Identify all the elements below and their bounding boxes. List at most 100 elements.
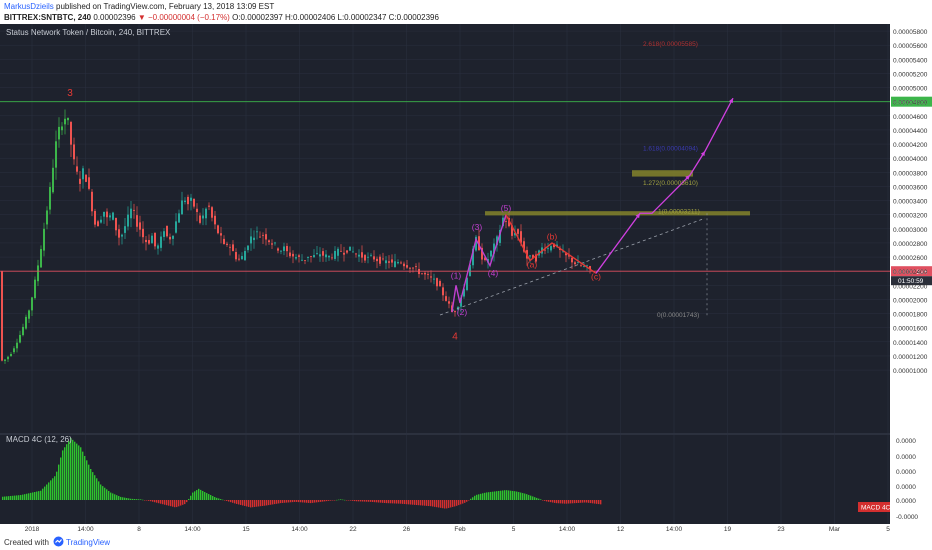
macd-bar	[170, 500, 172, 507]
macd-bar	[554, 500, 556, 503]
macd-bar	[292, 500, 294, 503]
macd-bar	[44, 486, 46, 500]
macd-bar	[162, 500, 164, 505]
tradingview-logo-icon	[53, 536, 64, 547]
macd-bar	[310, 500, 312, 504]
candle-body	[28, 310, 30, 319]
macd-bar	[226, 500, 228, 501]
projection-path	[595, 97, 734, 274]
candle-body	[283, 246, 285, 251]
candle-body	[202, 215, 204, 219]
candle-body	[169, 236, 171, 240]
macd-bar	[290, 500, 292, 503]
macd-bar	[472, 497, 474, 500]
macd-bar	[352, 500, 354, 501]
macd-bar	[570, 500, 572, 504]
macd-bar	[220, 499, 222, 500]
time-tick-label: 14:00	[77, 526, 94, 533]
candle-body	[253, 237, 255, 241]
price-tick-label: 0.00001600	[893, 326, 928, 333]
wave-label: (b)	[547, 231, 558, 241]
macd-bar	[444, 500, 446, 509]
candle-body	[583, 266, 585, 267]
macd-bar	[434, 500, 436, 507]
price-level-badge	[891, 266, 932, 277]
candle-body	[148, 240, 150, 244]
macd-bar	[306, 500, 308, 503]
fib-labels: 2.618(0.00005585) 1.618(0.00004094) 1.272(…	[643, 41, 700, 319]
candle-body	[343, 252, 345, 255]
trend-line	[439, 217, 706, 316]
macd-bar	[108, 490, 110, 500]
candle-body	[334, 250, 336, 259]
time-tick-label: 14:00	[559, 526, 576, 533]
macd-bar	[386, 500, 388, 504]
macd-bar	[152, 500, 154, 502]
candle-body	[226, 243, 228, 245]
price-tick-label: 0.00005600	[893, 43, 928, 50]
author-link[interactable]: MarkusDzieils	[4, 2, 54, 11]
candle-body	[532, 255, 534, 259]
price-tick-label: 0.00004800	[893, 100, 928, 107]
macd-pane[interactable]	[0, 434, 890, 524]
macd-bar	[480, 493, 482, 500]
candle-body	[208, 205, 210, 207]
macd-bar	[302, 500, 304, 503]
candle-body	[298, 255, 300, 257]
macd-bar	[476, 494, 478, 500]
macd-bar	[262, 500, 264, 506]
candle-body	[544, 249, 546, 251]
macd-tick-label: -0.0000	[896, 514, 918, 521]
wave-drawings	[439, 97, 734, 318]
macd-bar	[244, 500, 246, 506]
macd-bar	[424, 500, 426, 506]
candle-body	[37, 265, 39, 282]
macd-bar	[584, 500, 586, 503]
candle-body	[403, 263, 405, 267]
footer: Created with TradingView	[0, 534, 932, 550]
candle-body	[205, 208, 207, 219]
macd-bar	[92, 472, 94, 500]
candle-body	[349, 246, 351, 251]
countdown-label: 01:50:59	[898, 278, 924, 285]
price-tick-label: 0.00005400	[893, 57, 928, 64]
macd-bar	[368, 500, 370, 502]
candle-body	[364, 255, 366, 261]
macd-bar	[62, 450, 64, 500]
candle-body	[352, 251, 354, 253]
macd-bar	[474, 495, 476, 500]
time-tick-label: 23	[777, 526, 785, 533]
price-tick-label: 0.00004400	[893, 128, 928, 135]
candle-body	[142, 228, 144, 238]
candle-body	[16, 342, 18, 349]
price-chart[interactable]: 0.00004800 0.00002396 01:50:59 2.618(0.000…	[0, 24, 932, 534]
macd-bar	[118, 496, 120, 500]
candle-body	[76, 166, 78, 172]
fib-level-label: 1(0.00003211)	[658, 208, 700, 215]
symbol-name: BITTREX:SNTBTC, 240	[4, 13, 92, 22]
tradingview-link[interactable]: TradingView	[66, 538, 111, 547]
correction-wave	[505, 214, 597, 274]
macd-bar	[80, 447, 82, 500]
candle-body	[262, 234, 264, 236]
candle-body	[376, 258, 378, 262]
macd-bar	[506, 490, 508, 500]
macd-bar	[130, 498, 132, 500]
price-change: ▼ −0.00000004 (−0.17%)	[137, 13, 230, 22]
macd-bar	[478, 494, 480, 500]
candle-body	[166, 226, 168, 237]
wave-labels: 3 4 (1) (2) (3) (4) (5) (a) (b) (c)	[67, 88, 601, 343]
macd-bar	[366, 500, 368, 502]
candle-body	[196, 208, 198, 213]
macd-bar	[534, 497, 536, 500]
macd-bar	[408, 500, 410, 505]
fib-level-label: 2.618(0.00005585)	[643, 41, 698, 48]
macd-bar	[146, 500, 148, 501]
resistance-zone	[632, 170, 693, 177]
horizontal-levels: 0.00004800 0.00002396 01:50:59	[0, 96, 932, 286]
macd-bar	[114, 494, 116, 500]
candle-body	[523, 241, 525, 252]
macd-badge	[858, 502, 890, 512]
macd-bar	[396, 500, 398, 504]
arrow-head	[635, 213, 640, 219]
